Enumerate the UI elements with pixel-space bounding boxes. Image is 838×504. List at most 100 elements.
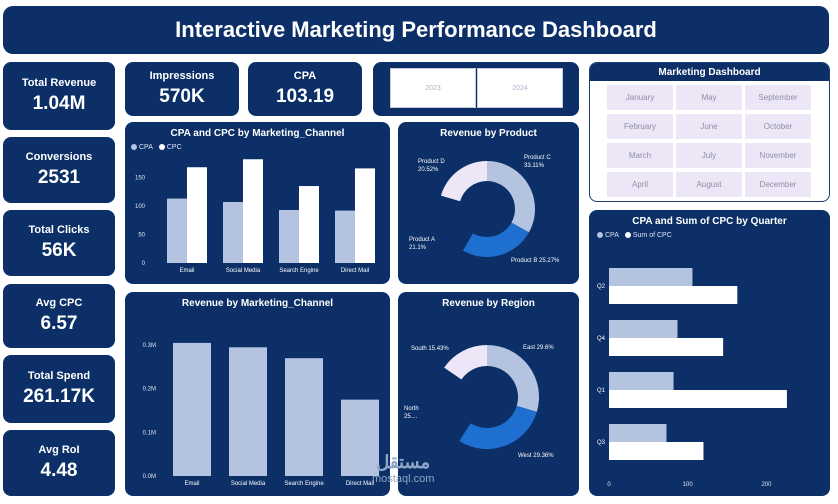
- chart-revenue-region: Revenue by Region East 29.6% West 29.36% N…: [398, 292, 579, 496]
- x-tick-label: Social Media: [226, 268, 261, 274]
- kpi-value: 2531: [37, 167, 81, 188]
- chart-plot: 0 100 200 Q2 Q4 Q1 Q3: [597, 268, 787, 488]
- month-button-april[interactable]: April: [607, 172, 673, 197]
- x-tick-label: 100: [683, 482, 694, 488]
- legend-item: CPC: [158, 144, 182, 151]
- bar-revenue: [173, 342, 211, 476]
- month-slicer-title: Marketing Dashboard: [590, 63, 829, 81]
- kpi-value: 261.17K: [23, 386, 95, 407]
- kpi-label: Total Spend: [27, 370, 91, 382]
- bar-cpa: [609, 372, 674, 390]
- slice-product-c: [487, 161, 535, 233]
- legend-label: CPC: [166, 144, 182, 151]
- kpi-total-revenue: Total Revenue 1.04M: [3, 62, 115, 130]
- y-tick-label: 0.3M: [143, 343, 156, 349]
- year-label: 2024: [512, 84, 528, 92]
- bar-cpc: [243, 159, 263, 263]
- month-button-july[interactable]: July: [676, 143, 742, 168]
- bar-cpa: [609, 320, 678, 338]
- year-2024-button[interactable]: 2024: [477, 68, 563, 108]
- y-tick-label: Q1: [597, 388, 606, 394]
- chart-title: CPA and CPC by Marketing_Channel: [170, 128, 345, 139]
- bar-cpa: [609, 268, 693, 286]
- chart-title: Revenue by Product: [440, 128, 537, 139]
- y-tick-label: Q4: [597, 336, 606, 342]
- month-button-september[interactable]: September: [745, 85, 811, 110]
- slice-product-b: [462, 222, 529, 257]
- bar-sum-of-cpc: [609, 338, 724, 356]
- kpi-total-clicks: Total Clicks 56K: [3, 210, 115, 276]
- y-tick-label: 0.2M: [143, 387, 156, 393]
- watermark: مستقل mostaql.com: [372, 452, 434, 485]
- slice-product-d: [440, 161, 487, 202]
- chart-revenue-product: Revenue by Product Product C 33.11% Produc…: [398, 122, 579, 284]
- legend-label: CPA: [139, 144, 153, 151]
- x-tick-label: Search Engine: [284, 481, 324, 487]
- watermark-arabic: مستقل: [376, 452, 431, 472]
- y-tick-label: Q3: [597, 440, 606, 446]
- month-grid: January May September February June October Ma…: [607, 85, 811, 197]
- kpi-label: CPA: [293, 70, 317, 82]
- year-2023-button[interactable]: 2023: [390, 68, 476, 108]
- slice-value-label: 25....: [404, 414, 418, 420]
- month-button-august[interactable]: August: [676, 172, 742, 197]
- y-tick-label: Q2: [597, 284, 606, 290]
- slice-value-label: 33.11%: [524, 163, 545, 169]
- bar-revenue: [285, 358, 323, 476]
- legend-label: CPA: [605, 232, 619, 239]
- bar-cpc: [187, 167, 207, 263]
- kpi-total-spend: Total Spend 261.17K: [3, 355, 115, 423]
- kpi-label: Impressions: [149, 70, 215, 82]
- y-tick-label: 150: [135, 176, 146, 182]
- kpi-avg-cpc: Avg CPC 6.57: [3, 284, 115, 348]
- year-label: 2023: [425, 84, 441, 92]
- slice-label: Product C: [524, 155, 551, 161]
- bar-cpa: [279, 209, 299, 263]
- kpi-conversions: Conversions 2531: [3, 137, 115, 203]
- x-tick-label: Social Media: [231, 481, 266, 487]
- slice-label: South 15.43%: [411, 346, 449, 352]
- slice-product-a: [439, 195, 473, 251]
- slice-label: East 29.6%: [523, 345, 554, 351]
- month-button-january[interactable]: January: [607, 85, 673, 110]
- bar-sum-of-cpc: [609, 442, 704, 460]
- month-button-june[interactable]: June: [676, 114, 742, 139]
- month-button-november[interactable]: November: [745, 143, 811, 168]
- legend-item: Sum of CPC: [624, 232, 672, 239]
- slice-north: [435, 367, 471, 441]
- chart-cpa-cpc-quarter: CPA and Sum of CPC by Quarter CPA Sum of…: [589, 210, 830, 496]
- x-tick-label: Email: [179, 268, 194, 274]
- legend-item: CPA: [131, 144, 153, 151]
- kpi-avg-roi: Avg RoI 4.48: [3, 430, 115, 496]
- bar-cpc: [299, 186, 319, 263]
- kpi-value: 570K: [159, 86, 205, 107]
- x-tick-label: Direct Mail: [346, 481, 374, 487]
- y-tick-label: 100: [135, 204, 146, 210]
- slice-west: [459, 405, 537, 449]
- bar-cpc: [355, 168, 375, 263]
- month-button-october[interactable]: October: [745, 114, 811, 139]
- legend-label: Sum of CPC: [632, 232, 672, 239]
- y-tick-label: 50: [138, 233, 145, 239]
- kpi-label: Total Revenue: [21, 77, 97, 89]
- month-button-march[interactable]: March: [607, 143, 673, 168]
- kpi-cpa: CPA 103.19: [248, 62, 362, 116]
- month-button-february[interactable]: February: [607, 114, 673, 139]
- dashboard-title-bar: Interactive Marketing Performance Dashbo…: [3, 6, 829, 54]
- slice-label: Product B 25.27%: [511, 258, 560, 264]
- bar-revenue: [229, 347, 267, 476]
- slice-south: [444, 345, 487, 380]
- kpi-label: Avg CPC: [35, 297, 83, 309]
- chart-plot: 0 50 100 150 Email Social Media Search Engine D…: [135, 159, 375, 274]
- chart-plot: East 29.6% West 29.36% North 25.... South 15…: [404, 345, 554, 459]
- bar-cpa: [335, 210, 355, 263]
- dashboard-title: Interactive Marketing Performance Dashbo…: [175, 17, 657, 42]
- kpi-value: 6.57: [40, 313, 78, 334]
- kpi-value: 56K: [41, 240, 77, 261]
- y-tick-label: 0.0M: [143, 474, 156, 480]
- bar-cpa: [223, 202, 243, 263]
- slice-label: Product A: [409, 237, 435, 243]
- month-button-december[interactable]: December: [745, 172, 811, 197]
- month-button-may[interactable]: May: [676, 85, 742, 110]
- watermark-latin: mostaql.com: [372, 473, 435, 485]
